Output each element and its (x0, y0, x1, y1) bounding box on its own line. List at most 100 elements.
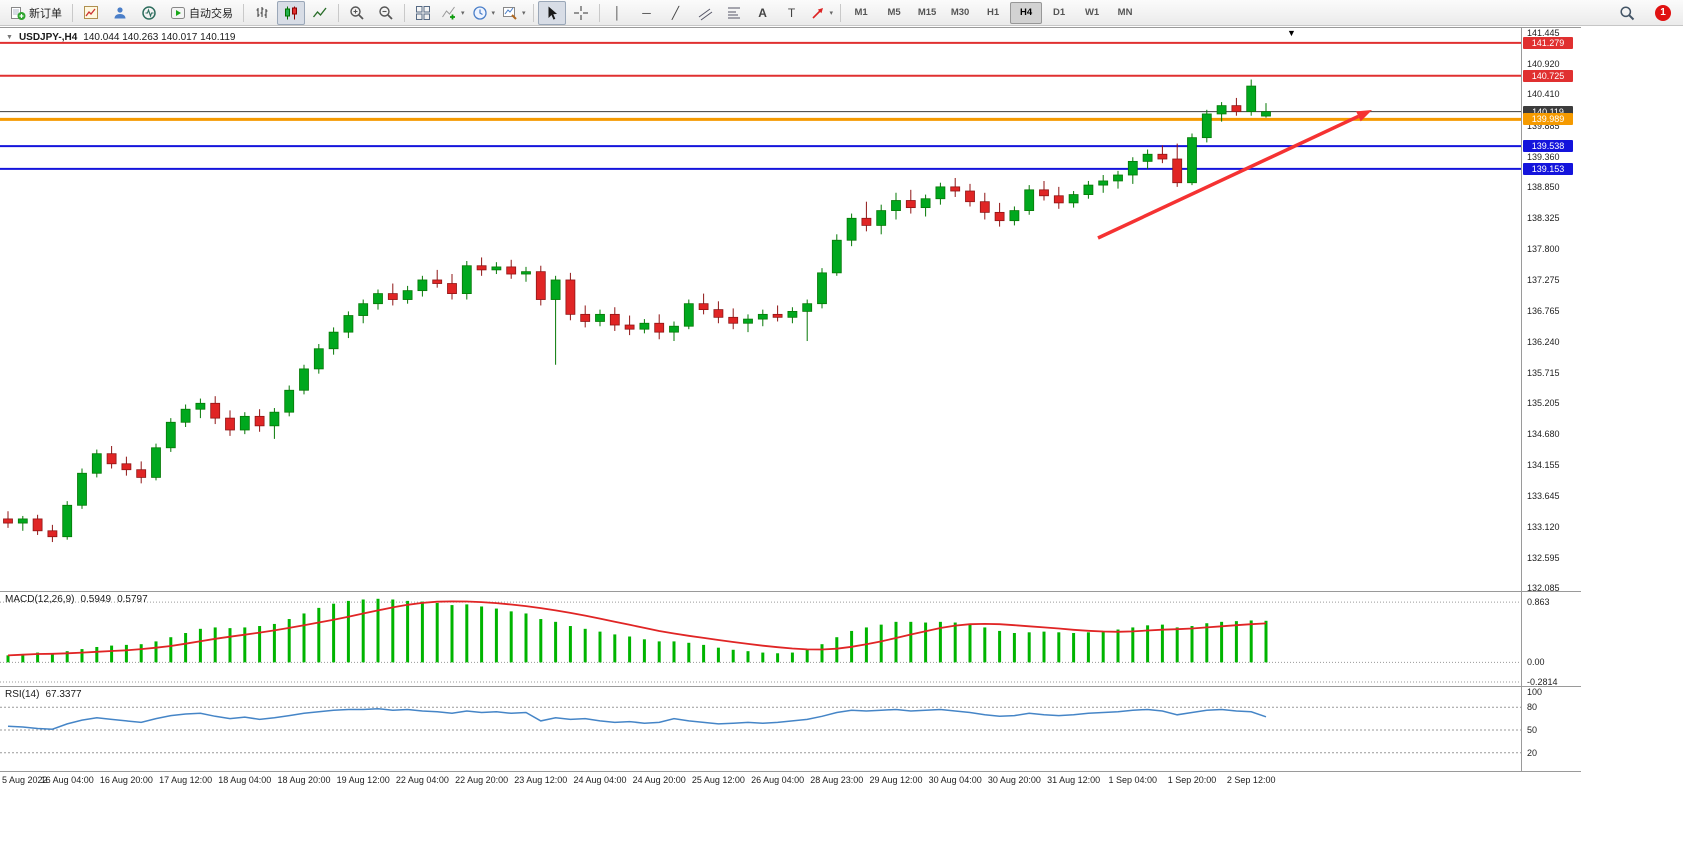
price-tick-label: 139.360 (1527, 151, 1560, 162)
toolbar-separator (598, 3, 600, 22)
candle-body (32, 518, 43, 532)
price-tick-label: 135.205 (1527, 398, 1560, 408)
timeframe-button-d1[interactable]: D1 (1052, 7, 1066, 18)
price-tick-label: 139.885 (1527, 120, 1560, 131)
chart-window[interactable]: ▼ USDJPY-,H4 140.044 140.263 140.017 140… (0, 27, 1683, 845)
trend-arrow-head[interactable] (1356, 110, 1372, 122)
horizontal-line-icon: ─ (642, 5, 651, 20)
candle-body (432, 279, 443, 284)
time-axis-separator (0, 771, 1581, 772)
time-axis-label: 30 Aug 04:00 (928, 775, 982, 785)
toolbar-separator (338, 3, 339, 22)
periods-button[interactable]: ▾ (469, 1, 499, 25)
trend-arrow-line[interactable] (1097, 114, 1360, 240)
bar-chart-button[interactable] (248, 1, 276, 25)
new-order-icon (11, 6, 26, 20)
candle-body (461, 265, 472, 295)
profiles-button[interactable] (106, 1, 134, 25)
price-tick-label: 140.920 (1527, 59, 1560, 70)
time-axis[interactable]: 5 Aug 2022 16 Aug 04:00 16 Aug 20:00 17 Aug… (0, 772, 1521, 790)
crosshair-button[interactable] (567, 1, 595, 25)
candle-body (1201, 113, 1212, 139)
timeframe-button-mn[interactable]: MN (1117, 7, 1133, 18)
trendline-tool-button[interactable]: ╱ (662, 1, 690, 25)
candle-body (1157, 153, 1168, 160)
candle-body (609, 313, 620, 326)
arrows-tool-icon (811, 7, 823, 19)
candle-body (121, 463, 132, 471)
candle-body (994, 211, 1005, 222)
candle-body (402, 290, 413, 300)
price-badge-139.153[interactable]: 139.153 (1523, 162, 1573, 175)
tile-windows-button[interactable] (409, 1, 437, 25)
macd-panel-separator[interactable] (0, 591, 1581, 592)
candle-body (979, 201, 990, 213)
price-tick-label: 138.325 (1527, 213, 1560, 223)
timeframe-button-h4[interactable]: H4 (1010, 1, 1043, 24)
time-axis-label: 30 Aug 20:00 (987, 775, 1041, 785)
new-order-button[interactable]: 新订单 (4, 1, 68, 25)
search-button[interactable] (1613, 1, 1641, 25)
candle-body (417, 279, 428, 292)
zoom-in-icon (350, 5, 364, 20)
candle-body (595, 313, 605, 322)
candle-body (210, 402, 221, 419)
label-tool-icon: T (787, 5, 796, 20)
chevron-down-icon: ▾ (522, 9, 526, 17)
timeframe-button-m5[interactable]: M5 (887, 7, 901, 18)
indicators-button[interactable]: ▾ (438, 1, 468, 25)
line-chart-button[interactable] (306, 1, 334, 25)
timeframe-button-m1[interactable]: M1 (854, 7, 868, 18)
zoom-out-button[interactable] (372, 1, 400, 25)
candle-body (447, 283, 457, 295)
fibonacci-tool-button[interactable] (720, 1, 748, 25)
price-badge-139.989[interactable]: 139.989 (1523, 113, 1573, 126)
timeframe-button-m30[interactable]: M30 (950, 7, 970, 18)
arrows-tool-button[interactable]: ▾ (807, 1, 837, 25)
candle-body (358, 303, 369, 316)
chart-shift-marker-icon[interactable]: ▼ (1287, 28, 1296, 38)
timeframe-button-m15[interactable]: M15 (917, 7, 937, 18)
vertical-line-tool-button[interactable]: │ (604, 1, 632, 25)
zoom-out-icon (379, 5, 393, 20)
autotrading-button[interactable]: 自动交易 (164, 1, 239, 25)
candlestick-chart-button[interactable] (277, 0, 305, 25)
rsi-label: RSI(14) 67.3377 (5, 689, 82, 700)
rsi-panel-separator[interactable] (0, 686, 1581, 687)
toolbar-separator (840, 3, 842, 22)
candle-body (831, 239, 842, 274)
market-watch-button[interactable] (135, 1, 163, 25)
candle-body (1009, 210, 1020, 222)
candle-body (225, 417, 235, 431)
label-tool-button[interactable]: T (778, 1, 806, 25)
candle-body (195, 402, 206, 410)
candle-body (62, 504, 73, 538)
candle-body (905, 200, 916, 209)
candle-body (476, 265, 487, 271)
line-chart-icon (312, 7, 327, 17)
price-badge-141.279[interactable]: 141.279 (1523, 36, 1573, 49)
new-chart-button[interactable] (77, 1, 105, 25)
cursor-button[interactable] (537, 0, 566, 25)
price-tick-label: 136.240 (1527, 336, 1560, 347)
text-tool-button[interactable]: A (749, 1, 777, 25)
new-order-label: 新订单 (29, 7, 62, 20)
zoom-in-button[interactable] (343, 1, 371, 25)
templates-button[interactable]: ▾ (499, 1, 529, 25)
time-axis-label: 18 Aug 20:00 (277, 775, 331, 785)
time-axis-label: 18 Aug 04:00 (218, 775, 272, 785)
price-badge-140.725[interactable]: 140.725 (1523, 69, 1573, 82)
candle-body (1187, 137, 1197, 184)
candle-body (165, 421, 176, 449)
price-badge-139.538[interactable]: 139.538 (1523, 140, 1573, 153)
horizontal-line-tool-button[interactable]: ─ (633, 1, 661, 25)
chart-canvas[interactable] (0, 27, 1683, 845)
timeframe-button-h1[interactable]: H1 (986, 7, 1000, 18)
channel-tool-button[interactable] (691, 1, 719, 25)
rsi-scale-label: 20 (1527, 747, 1538, 758)
one-click-trading-arrow-icon[interactable]: ▼ (6, 34, 13, 41)
notification-badge[interactable]: 1 (1655, 4, 1671, 21)
timeframe-button-w1[interactable]: W1 (1084, 7, 1100, 18)
price-scale[interactable]: 141.445 140.920 140.410 139.885 139.360 138.8… (1522, 27, 1602, 772)
candle-body (1098, 180, 1109, 186)
